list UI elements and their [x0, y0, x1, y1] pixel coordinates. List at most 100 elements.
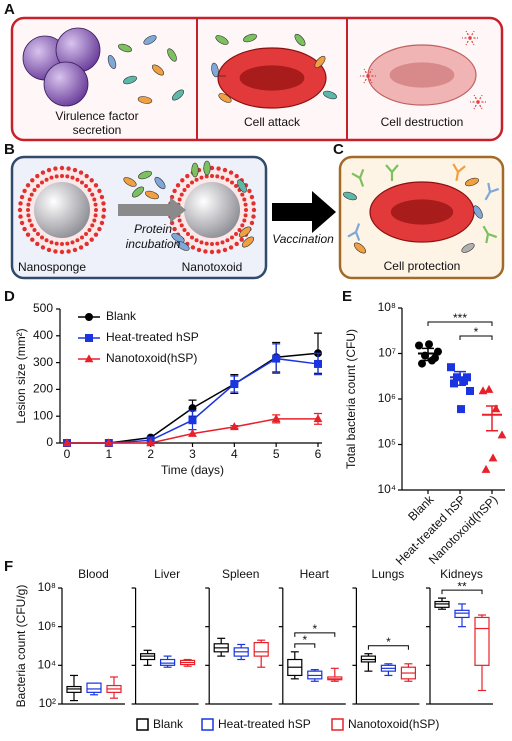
protein — [123, 177, 137, 187]
marker — [447, 363, 455, 372]
significance-bracket — [294, 643, 316, 648]
legend-label: Nanotoxoid(hSP) — [348, 717, 439, 731]
legend-swatch — [201, 718, 214, 731]
lipid — [93, 183, 99, 188]
y-tick-label: 10² — [39, 696, 56, 710]
burst — [477, 101, 483, 110]
arrow — [118, 197, 186, 223]
protein — [123, 75, 137, 85]
lipid — [84, 232, 89, 237]
lipid — [94, 208, 98, 212]
marker — [229, 422, 239, 431]
lipid — [87, 188, 92, 193]
protein — [167, 48, 177, 62]
protein — [151, 64, 165, 76]
lipid — [59, 165, 65, 171]
lipid — [25, 183, 31, 188]
protein — [107, 55, 117, 69]
burst — [469, 37, 475, 46]
lipid — [242, 218, 247, 223]
significance-label: * — [312, 622, 317, 636]
caption: Protein — [134, 222, 172, 236]
lipid — [234, 183, 239, 188]
polymer-core — [184, 182, 240, 238]
marker — [146, 438, 156, 447]
lipid — [90, 192, 95, 197]
box — [474, 616, 490, 666]
y-tick-label: 200 — [33, 382, 53, 396]
marker — [230, 380, 239, 389]
marker — [491, 404, 501, 413]
lipid — [54, 241, 59, 246]
lipid — [75, 238, 80, 243]
lipid — [30, 178, 35, 183]
x-tick-label: 3 — [189, 447, 196, 461]
lipid — [87, 227, 92, 232]
legend-marker — [84, 354, 94, 363]
y-tick-label: 10⁸ — [38, 580, 56, 594]
lipid — [79, 180, 84, 185]
lipid — [180, 178, 185, 183]
marker — [313, 414, 323, 423]
x-axis-title: Time (days) — [161, 463, 224, 477]
marker — [62, 438, 72, 447]
lipid — [60, 174, 64, 178]
lipid — [40, 180, 45, 185]
panel-title: Liver — [154, 567, 180, 581]
lipid — [240, 192, 245, 197]
lipid — [185, 173, 190, 179]
lipid — [84, 173, 89, 179]
lipid — [84, 241, 89, 247]
caption: Nanotoxoid — [182, 260, 243, 274]
y-axis-title: Total bacteria count (CFU) — [344, 329, 358, 469]
burst — [465, 30, 471, 39]
protein — [203, 160, 211, 176]
lipid — [228, 170, 234, 175]
lipid — [19, 194, 25, 200]
marker — [497, 430, 507, 439]
lipid — [234, 173, 239, 179]
error-bar — [486, 405, 498, 432]
burst — [465, 37, 471, 46]
lipid — [185, 183, 190, 188]
protein — [323, 90, 337, 100]
lipid — [216, 166, 221, 171]
lipid — [234, 241, 239, 247]
y-axis-title: Bacteria count (CFU/g) — [14, 585, 28, 708]
lipid — [90, 223, 95, 228]
protein — [461, 243, 475, 253]
burst — [469, 30, 475, 39]
protein — [241, 236, 255, 248]
marker — [314, 359, 322, 368]
protein — [145, 190, 159, 200]
lipid — [242, 197, 247, 202]
significance-bracket — [367, 645, 409, 650]
caption: Cell destruction — [381, 115, 464, 129]
burst — [473, 94, 479, 103]
cell-center — [390, 199, 454, 225]
lipid — [182, 227, 187, 232]
antibody — [484, 182, 500, 201]
lipid — [66, 249, 71, 254]
lipid — [46, 167, 52, 173]
x-tick-label: 5 — [273, 447, 280, 461]
legend-label: Heat-treated hSP — [106, 330, 199, 344]
lipid — [209, 249, 215, 255]
panel-label: E — [342, 288, 352, 305]
lipid — [59, 249, 65, 255]
legend-swatch — [136, 718, 149, 731]
lipid — [89, 178, 94, 183]
antibody — [482, 225, 498, 244]
arrow — [272, 191, 336, 233]
lipid — [249, 194, 255, 200]
caption: incubation — [126, 237, 181, 251]
lipid — [222, 247, 228, 253]
lipid — [84, 183, 89, 188]
x-tick-label: 4 — [231, 447, 238, 461]
lipid — [203, 249, 208, 254]
lipid — [66, 166, 71, 171]
marker — [272, 354, 281, 363]
significance-label: * — [474, 325, 479, 339]
protein — [314, 55, 326, 69]
